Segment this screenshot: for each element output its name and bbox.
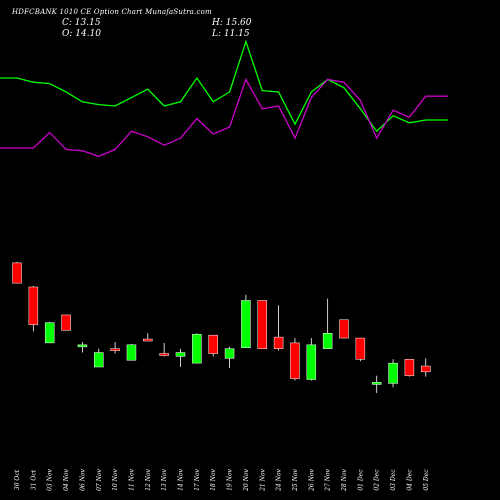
candle-down [208,334,218,354]
x-tick-label: 11 Nov [128,468,135,490]
x-tick-label: 24 Nov [276,468,283,491]
x-tick-label: 05 Dec [423,469,430,491]
candle-up [175,352,186,357]
indicator-panel [0,39,448,158]
candle-down [339,319,349,339]
x-tick-label: 03 Dec [390,469,397,491]
candle-down [355,337,366,360]
x-tick-label: 04 Dec [406,469,413,491]
candle-down [404,359,415,376]
open-value: O: 14.10 [62,29,102,39]
x-tick-label: 30 Oct [14,469,21,490]
candle-up [126,344,137,361]
candle-up [77,344,88,348]
candle-up [44,322,55,344]
candle-down [12,262,22,284]
high-value: H: 15.60 [212,18,252,28]
x-tick-label: 07 Nov [96,468,103,490]
candle-down [159,353,169,356]
candle-down [61,314,71,331]
x-tick-label: 10 Nov [112,468,119,490]
candle-down [421,365,431,373]
candle-up [94,352,104,368]
x-tick-label: 04 Nov [63,468,70,490]
line-bottom-series [0,77,448,158]
x-tick-label: 20 Nov [243,468,250,491]
x-tick-label: 31 Oct [30,469,37,490]
x-tick-label: 06 Nov [79,468,86,490]
x-tick-label: 13 Nov [161,468,168,490]
candle-up [306,344,317,380]
candle-down [290,342,300,379]
x-tick-label: 19 Nov [227,468,234,490]
x-tick-label: 25 Nov [292,468,299,491]
candle-down [273,336,284,349]
candle-down [143,338,153,342]
candle-down [257,300,267,349]
x-tick-label: 28 Nov [341,468,348,491]
close-value: C: 13.15 [62,18,101,28]
candle-up [388,362,398,384]
line-top-series [0,39,448,133]
candle-up [241,300,251,348]
x-tick-label: 21 Nov [259,468,266,491]
candle-up [371,382,382,385]
candle-down [28,286,39,325]
x-tick-label: 18 Nov [210,468,217,490]
x-tick-label: 01 Dec [357,469,364,491]
x-tick-label: 27 Nov [325,468,332,491]
x-tick-label: 12 Nov [145,468,152,490]
x-tick-label: 02 Dec [374,469,381,491]
x-tick-label: 14 Nov [178,468,185,490]
x-axis-ticks: 30 Oct 31 Oct 03 Nov 04 Nov 06 Nov 07 Nov 10 N… [14,468,430,491]
candle-up [192,333,202,364]
x-tick-label: 17 Nov [194,468,201,490]
x-tick-label: 26 Nov [308,468,315,491]
candle-up [224,348,235,359]
low-value: L: 11.15 [212,29,250,39]
x-tick-label: 03 Nov [47,468,54,490]
candle-up [322,333,333,349]
candlestick-panel [12,261,431,394]
candle-down [110,348,120,351]
chart-title: HDFCBANK 1010 CE Option Chart MunafaSutr… [12,8,212,16]
